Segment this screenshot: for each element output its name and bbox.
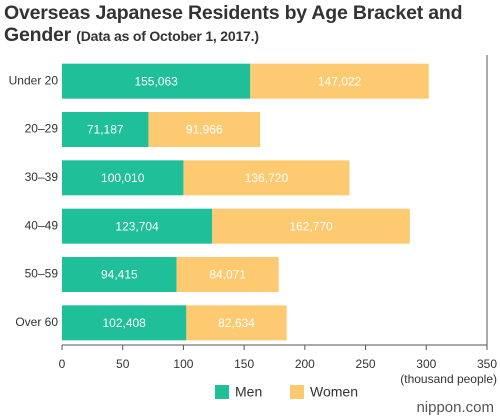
bar-segment bbox=[62, 257, 177, 292]
data-label: 71,187 bbox=[87, 123, 124, 137]
data-label: 102,408 bbox=[102, 316, 146, 330]
x-tick-label: 150 bbox=[234, 357, 254, 371]
y-tick-label: 40–49 bbox=[25, 218, 59, 232]
title-text: Overseas Japanese Residents by Age Brack… bbox=[4, 2, 463, 46]
y-tick-label: Over 60 bbox=[15, 315, 58, 329]
x-tick-label: 350 bbox=[477, 357, 497, 371]
bar-segment bbox=[62, 208, 213, 244]
bar-segment bbox=[62, 63, 251, 99]
data-label: 136,720 bbox=[245, 171, 289, 185]
bar-segment bbox=[212, 208, 410, 244]
data-label: 91,966 bbox=[186, 123, 223, 137]
bar-segment bbox=[148, 112, 261, 147]
bar-segment bbox=[250, 63, 429, 99]
x-tick-label: 0 bbox=[59, 357, 66, 371]
x-axis-label: (thousand people) bbox=[400, 372, 497, 386]
x-tick-label: 100 bbox=[173, 357, 193, 371]
data-label: 155,063 bbox=[134, 74, 178, 88]
data-label: 100,010 bbox=[101, 171, 145, 185]
data-label: 147,022 bbox=[318, 74, 362, 88]
bar-segment bbox=[62, 160, 184, 196]
x-tick-label: 300 bbox=[416, 357, 436, 371]
subtitle: (Data as of October 1, 2017.) bbox=[76, 28, 259, 44]
data-label: 82,634 bbox=[218, 316, 255, 330]
x-tick-label: 200 bbox=[295, 357, 315, 371]
data-label: 94,415 bbox=[101, 268, 138, 282]
x-tick-label: 50 bbox=[116, 357, 130, 371]
legend-swatch bbox=[215, 385, 229, 399]
y-tick-label: 50–59 bbox=[25, 267, 59, 281]
data-label: 162,770 bbox=[289, 219, 333, 233]
bar-segment bbox=[62, 305, 187, 341]
chart-title: Overseas Japanese Residents by Age Brack… bbox=[4, 2, 486, 47]
data-label: 123,704 bbox=[115, 219, 159, 233]
bar-segment bbox=[176, 257, 279, 292]
brand: nippon.com bbox=[416, 399, 494, 416]
bar-segment bbox=[183, 160, 350, 196]
legend-label: Women bbox=[310, 384, 358, 400]
y-tick-label: Under 20 bbox=[9, 73, 59, 87]
bar-segment bbox=[186, 305, 287, 341]
legend-label: Men bbox=[235, 384, 262, 400]
legend-swatch bbox=[290, 385, 304, 399]
y-tick-label: 30–39 bbox=[25, 170, 59, 184]
y-tick-label: 20–29 bbox=[25, 122, 59, 136]
data-label: 84,071 bbox=[209, 268, 246, 282]
bar-segment bbox=[62, 112, 149, 147]
x-tick-label: 250 bbox=[356, 357, 376, 371]
